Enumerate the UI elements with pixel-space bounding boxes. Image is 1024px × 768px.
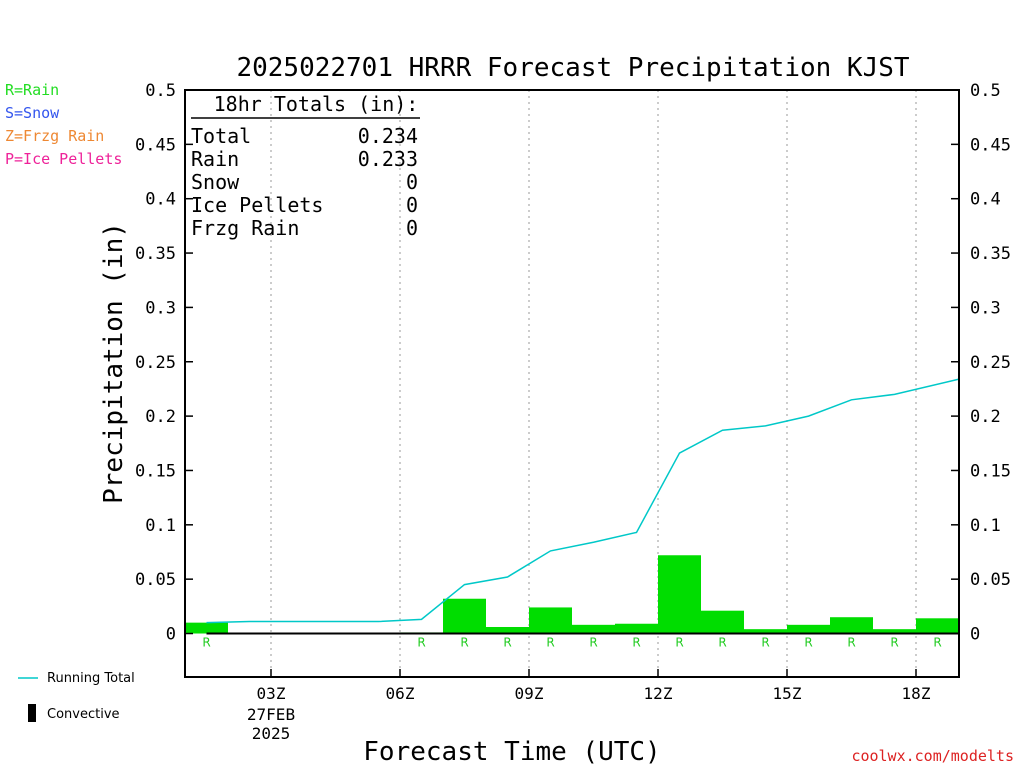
precip-type-marker: R [890,636,898,650]
y-tick-label: 0.2 [145,407,176,427]
plot-frame [184,89,960,678]
totals-row-value: 0 [406,193,418,217]
totals-row-value: 0 [406,170,418,194]
rain-bar [443,598,486,634]
x-tick-label: 06Z [386,684,415,703]
x-tick-label: 15Z [773,684,802,703]
totals-row-value: 0.234 [358,124,418,148]
totals-row-value: 0 [406,216,418,240]
running-total-legend-label: Running Total [47,671,135,686]
rain-bar [701,610,744,634]
y-tick-label-right: 0 [970,625,980,645]
y-tick-label: 0.5 [145,81,176,101]
rain-bar [615,623,658,634]
totals-row-label: Ice Pellets [191,193,323,217]
totals-row-label: Snow [191,170,240,194]
credit-text: coolwx.com/modelts [851,747,1014,765]
rain-bar [916,618,959,634]
convective-legend-swatch [28,704,36,722]
type-legend-entry: S=Snow [5,104,60,122]
type-legend-entry: Z=Frzg Rain [5,127,104,145]
y-tick-label: 0.1 [145,516,176,536]
y-tick-label-right: 0.35 [970,244,1011,264]
totals-row-label: Rain [191,147,239,171]
x-tick-label: 03Z [257,684,286,703]
rain-bar [529,607,572,634]
x-tick-sublabel: 27FEB [247,705,295,724]
chart-title: 2025022701 HRRR Forecast Precipitation K… [236,53,909,83]
y-tick-label-right: 0.25 [970,353,1011,373]
rain-bar [486,626,529,634]
y-tick-label-right: 0.1 [970,516,1001,536]
totals-heading: 18hr Totals (in): [214,92,419,116]
totals-row-label: Frzg Rain [191,216,299,240]
rain-bar [873,629,916,634]
running-total-line [206,378,960,624]
running-total-path [206,378,960,624]
y-tick-label-right: 0.3 [970,298,1001,318]
rain-bar [787,624,830,634]
type-legend-entry: R=Rain [5,81,59,99]
precip-type-marker: R [718,636,726,650]
y-tick-label: 0.3 [145,298,176,318]
x-axis-title: Forecast Time (UTC) [363,737,660,767]
precip-type-marker: R [460,636,468,650]
precip-type-marker: R [632,636,640,650]
rain-bar [744,629,787,634]
precip-type-marker: R [804,636,812,650]
totals-row-label: Total [191,124,251,148]
precip-type-marker: R [546,636,554,650]
precip-type-marker: R [417,636,425,650]
y-axis-right: 0 0.05 0.1 0.15 0.2 0.25 0.3 0.35 0.4 0.45 0.5 [951,81,1011,645]
precip-type-legend: R=Rain S=Snow Z=Frzg Rain P=Ice Pellets [5,81,122,168]
running-total-legend: Running Total [18,671,135,686]
rain-bar [830,617,873,634]
y-tick-label: 0.25 [135,353,176,373]
y-tick-label-right: 0.2 [970,407,1001,427]
vertical-gridlines [270,90,917,677]
y-tick-label: 0.15 [135,461,176,481]
y-tick-label-right: 0.15 [970,461,1011,481]
x-tick-label: 12Z [644,684,673,703]
y-tick-label: 0.05 [135,570,176,590]
y-tick-label: 0 [166,625,176,645]
x-tick-sublabel: 2025 [252,724,291,743]
precip-type-marker: R [761,636,769,650]
y-tick-label: 0.45 [135,135,176,155]
precip-type-marker: R [847,636,855,650]
y-tick-label-right: 0.5 [970,81,1001,101]
y-tick-label-right: 0.4 [970,190,1001,210]
y-tick-label-right: 0.45 [970,135,1011,155]
rain-bar [185,622,228,634]
y-tick-label-right: 0.05 [970,570,1011,590]
x-tick-label: 18Z [902,684,931,703]
precip-type-marker: R [589,636,597,650]
totals-row-value: 0.233 [358,147,418,171]
precip-type-marker: R [503,636,511,650]
y-axis-left: 0 0.05 0.1 0.15 0.2 0.25 0.3 0.35 0.4 0.45 0.5 [135,81,193,645]
y-tick-label: 0.4 [145,190,176,210]
rain-bar [572,624,615,634]
y-axis-title: Precipitation (in) [99,222,129,504]
precip-type-marker: R [933,636,941,650]
convective-legend-label: Convective [47,707,120,722]
x-tick-label: 09Z [515,684,544,703]
precip-type-marker: R [675,636,683,650]
y-tick-label: 0.35 [135,244,176,264]
rain-bars [185,555,959,634]
totals-box: 18hr Totals (in): Total 0.234 Rain 0.233 Snow… [191,92,420,240]
convective-legend: Convective [28,704,120,722]
type-legend-entry: P=Ice Pellets [5,150,122,168]
precip-type-marker: R [202,636,210,650]
rain-bar [658,555,701,634]
